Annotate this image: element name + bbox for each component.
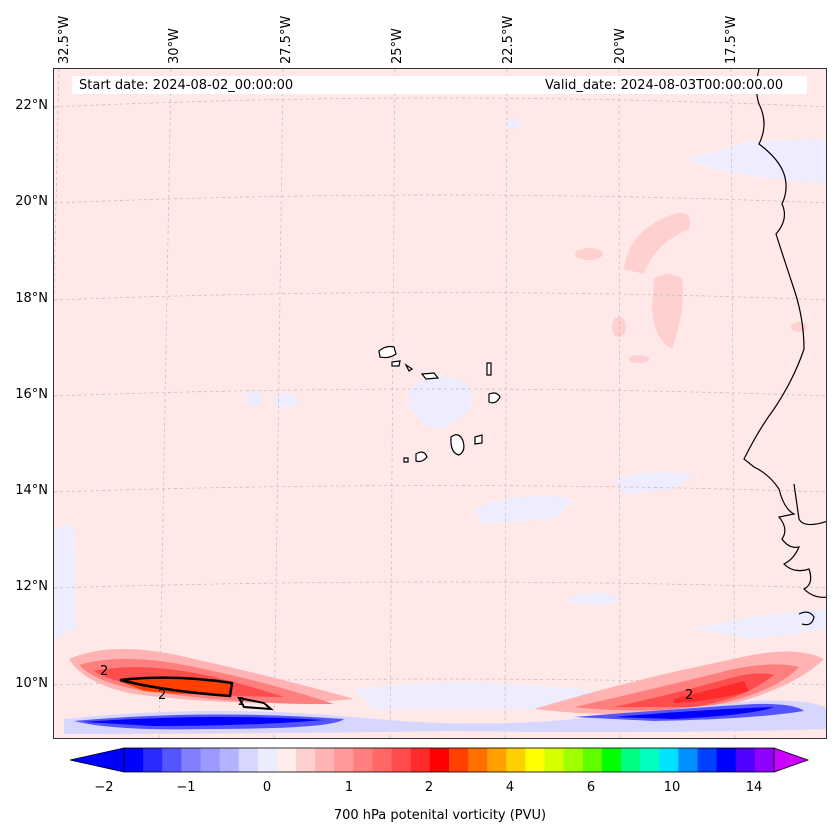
colorbar-segment — [525, 748, 546, 772]
pv-band-west — [69, 649, 354, 711]
colorbar-tick: 2 — [424, 780, 434, 795]
cape-verde-islands — [378, 345, 501, 463]
lat-label-22n: 22°N — [15, 98, 48, 113]
colorbar-segment — [563, 748, 584, 772]
colorbar-segment — [601, 748, 622, 772]
colorbar-segment — [276, 748, 297, 772]
map-panel: 2 2 2 2 — [53, 68, 827, 739]
colorbar-segment — [315, 748, 335, 772]
colorbar-tick: 14 — [745, 780, 763, 795]
valid-date-text: Valid_date: 2024-08-03T00:00:00.00 — [545, 78, 784, 93]
lat-label-10n: 10°N — [15, 676, 48, 691]
colorbar-segment — [353, 748, 374, 772]
colorbar-segment — [124, 748, 144, 772]
map-svg: 2 2 2 2 — [54, 69, 826, 738]
colorbar-segment — [735, 748, 756, 772]
colorbar-tick: −2 — [94, 780, 114, 795]
lat-label-16n: 16°N — [15, 387, 48, 402]
lat-label-20n: 20°N — [15, 194, 48, 209]
colorbar-segment — [449, 748, 469, 772]
colorbar — [70, 747, 810, 773]
colorbar-segment — [506, 748, 526, 772]
pv-band-east — [534, 651, 824, 714]
lon-label-17-5w: 17.5°W — [724, 15, 739, 64]
pv-blue-band — [64, 700, 826, 734]
colorbar-segment — [200, 748, 221, 772]
colorbar-segment — [219, 748, 240, 772]
colorbar-tick: 1 — [344, 780, 354, 795]
coastline — [743, 69, 826, 626]
colorbar-tick: 4 — [505, 780, 515, 795]
colorbar-segment — [621, 748, 641, 772]
colorbar-tick: 10 — [663, 780, 681, 795]
colorbar-segment — [238, 748, 259, 772]
low-pv-patches — [54, 119, 826, 709]
colorbar-segment — [143, 748, 163, 772]
contour-label: 2 — [158, 688, 166, 703]
colorbar-segment — [468, 748, 488, 772]
colorbar-segment — [697, 748, 718, 772]
colorbar-segment — [372, 748, 393, 772]
lon-label-32-5w: 32.5°W — [57, 15, 72, 64]
start-date-text: Start date: 2024-08-02_00:00:00 — [79, 78, 294, 93]
colorbar-tick: 0 — [262, 780, 272, 795]
colorbar-over-arrow — [773, 747, 810, 773]
colorbar-segment — [678, 748, 699, 772]
colorbar-segment — [296, 748, 316, 772]
lat-label-18n: 18°N — [15, 291, 48, 306]
lon-label-22-5w: 22.5°W — [501, 15, 516, 64]
lat-label-14n: 14°N — [15, 483, 48, 498]
colorbar-segment — [181, 748, 201, 772]
colorbar-segment — [640, 748, 660, 772]
colorbar-under-arrow — [70, 747, 125, 773]
lon-label-25w: 25°W — [390, 28, 405, 64]
colorbar-segment — [257, 748, 278, 772]
colorbar-segment — [162, 748, 182, 772]
colorbar-frame — [123, 747, 775, 773]
contour-label: 2 — [685, 688, 693, 703]
colorbar-segment — [334, 748, 354, 772]
lon-label-30w: 30°W — [167, 28, 182, 64]
colorbar-segment — [582, 748, 603, 772]
colorbar-segment — [391, 748, 412, 772]
contour-label: 2 — [238, 695, 245, 708]
colorbar-title: 700 hPa potenital vorticity (PVU) — [333, 808, 547, 823]
colorbar-tick: 6 — [586, 780, 596, 795]
colorbar-segment — [429, 748, 450, 772]
lon-label-27-5w: 27.5°W — [279, 15, 294, 64]
lat-label-12n: 12°N — [15, 579, 48, 594]
colorbar-segment — [410, 748, 431, 772]
colorbar-segment — [716, 748, 737, 772]
lon-label-20w: 20°W — [613, 28, 628, 64]
pink-patches — [575, 213, 807, 363]
contour-label: 2 — [100, 664, 108, 679]
colorbar-segment — [544, 748, 565, 772]
colorbar-segment — [487, 748, 507, 772]
colorbar-tick: −1 — [176, 780, 196, 795]
info-header — [72, 76, 807, 94]
colorbar-segment — [754, 748, 775, 772]
colorbar-segment — [659, 748, 679, 772]
